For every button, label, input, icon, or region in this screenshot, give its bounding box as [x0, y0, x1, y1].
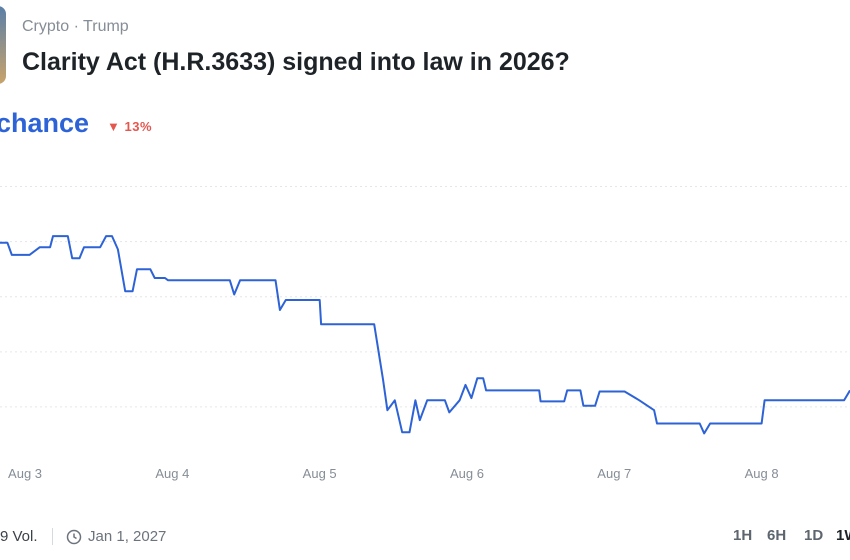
x-tick-label: Aug 7 — [597, 466, 631, 481]
range-button[interactable]: 1H — [733, 527, 753, 544]
x-tick-label: Aug 3 — [8, 466, 42, 481]
breadcrumb[interactable]: Crypto · Trump — [22, 18, 129, 35]
x-tick-label: Aug 5 — [303, 466, 337, 481]
x-tick-label: Aug 4 — [155, 466, 189, 481]
market-icon — [0, 6, 6, 84]
end-date: Jan 1, 2027 — [88, 528, 167, 545]
clock-icon — [66, 529, 82, 545]
chance-label: chance — [0, 108, 90, 138]
market-title: Clarity Act (H.R.3633) signed into law i… — [22, 48, 570, 76]
x-tick-label: Aug 6 — [450, 466, 484, 481]
change-indicator: ▼ 13% — [107, 119, 152, 134]
range-button[interactable]: 1W — [836, 527, 850, 544]
separator — [52, 528, 53, 545]
data-line — [0, 235, 850, 435]
volume: 9 Vol. — [0, 528, 38, 545]
chart: Aug 3 Aug 4 Aug 5 Aug 6 Aug 7 Aug 8 — [0, 186, 850, 481]
x-tick-label: Aug 8 — [745, 466, 779, 481]
range-button[interactable]: 6H — [767, 527, 787, 544]
range-button[interactable]: 1D — [804, 527, 824, 544]
